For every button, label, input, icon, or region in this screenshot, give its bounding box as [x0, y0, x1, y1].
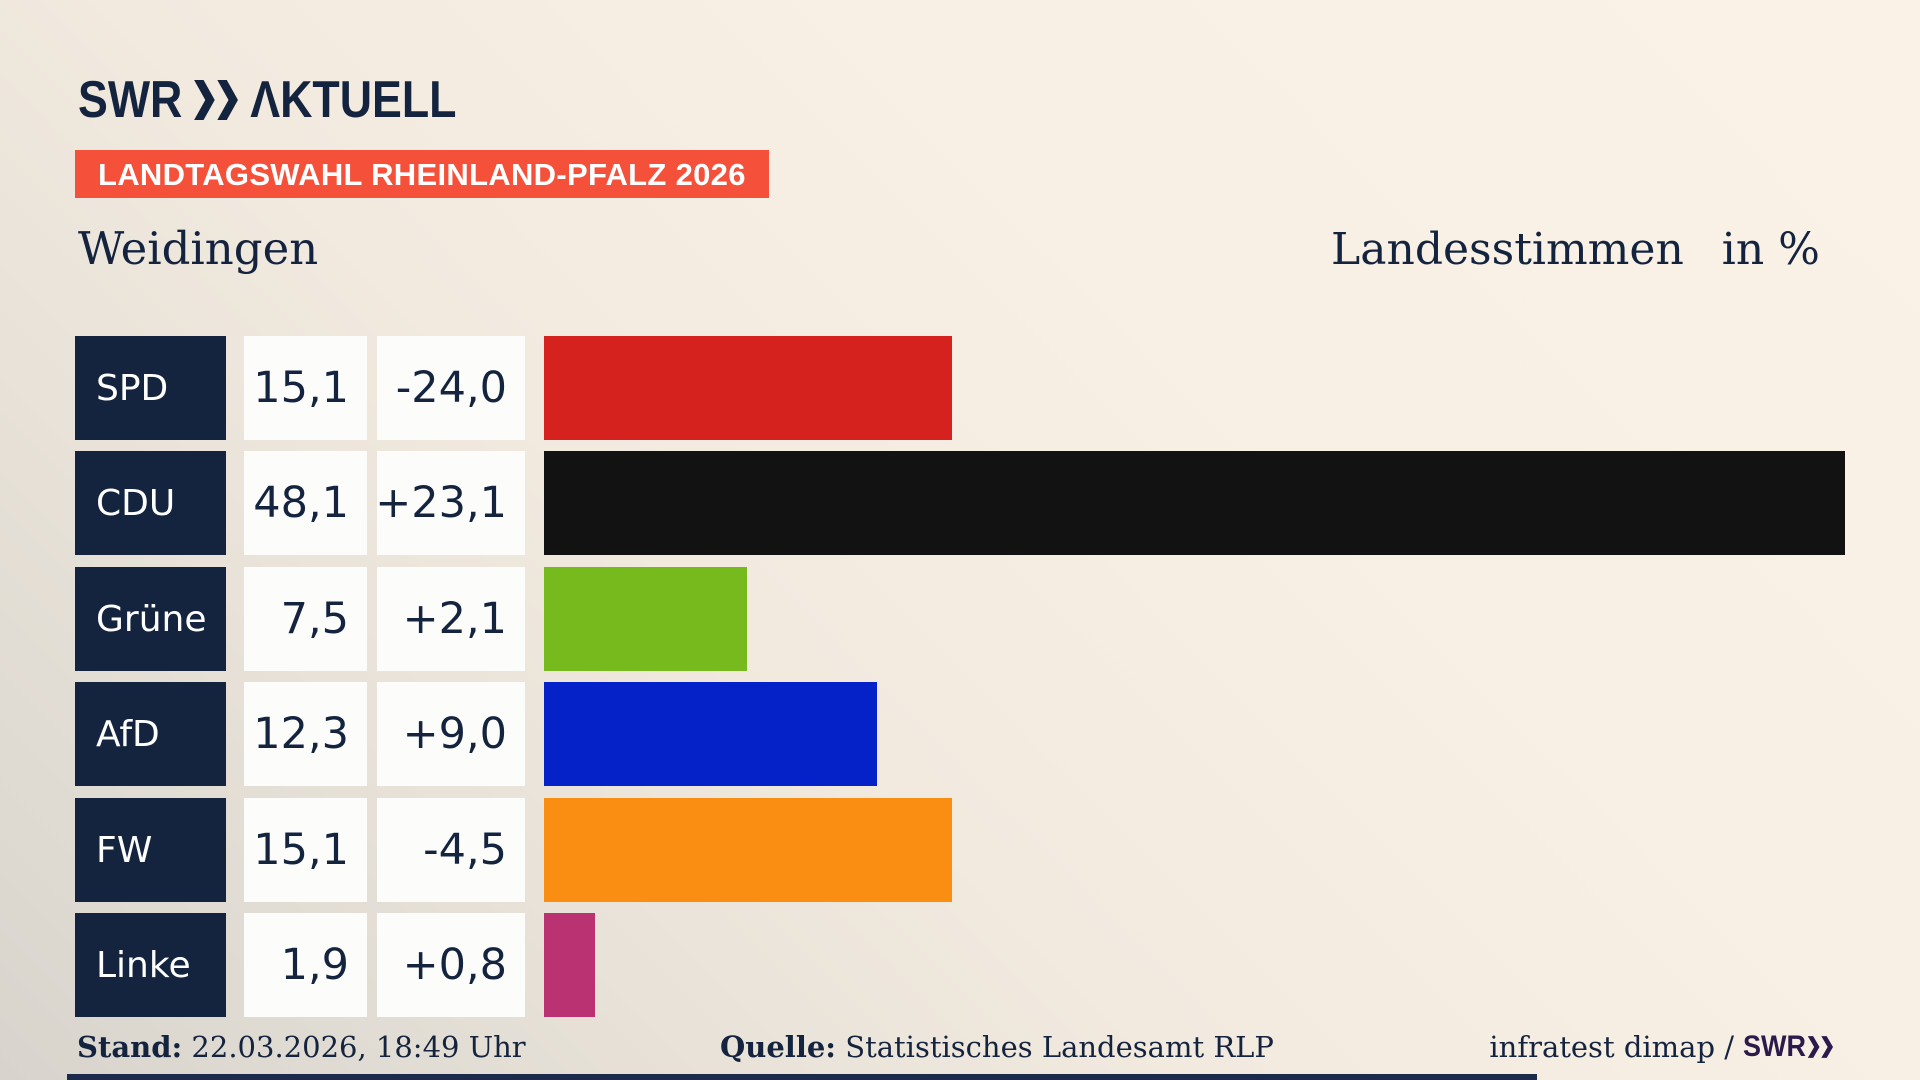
lower-third-edge — [67, 1074, 1537, 1080]
chevron-right-icon — [194, 80, 216, 120]
source-value: Statistisches Landesamt RLP — [845, 1030, 1274, 1064]
party-label: Grüne — [75, 567, 226, 671]
swr-footer-logo: SWR — [1743, 1030, 1833, 1064]
party-value: 15,1 — [244, 798, 367, 902]
party-value: 48,1 — [244, 451, 367, 555]
party-change: +9,0 — [377, 682, 525, 786]
municipality-title: Weidingen — [78, 222, 319, 275]
election-badge: LANDTAGSWAHL RHEINLAND-PFALZ 2026 — [75, 150, 769, 198]
unit-label: in % — [1721, 224, 1820, 275]
party-value: 1,9 — [244, 913, 367, 1017]
stand-value: 22.03.2026, 18:49 Uhr — [191, 1030, 526, 1064]
party-value: 7,5 — [244, 567, 367, 671]
party-bar — [544, 567, 747, 671]
party-bar — [544, 451, 1845, 555]
party-change: -24,0 — [377, 336, 525, 440]
party-row: SPD 15,1 -24,0 — [75, 336, 952, 440]
swr-aktuell-logo: SWR ΛKTUELL — [78, 70, 456, 130]
party-row: Grüne 7,5 +2,1 — [75, 567, 747, 671]
party-row: AfD 12,3 +9,0 — [75, 682, 877, 786]
chevron-right-icon — [1821, 1036, 1833, 1058]
logo-swr-text: SWR — [78, 71, 183, 129]
measure-label: Landesstimmen — [1331, 224, 1684, 275]
logo-aktuell-text: ΛKTUELL — [250, 71, 457, 129]
source-label: Quelle: — [720, 1030, 836, 1064]
party-label: Linke — [75, 913, 226, 1017]
party-row: FW 15,1 -4,5 — [75, 798, 952, 902]
logo-double-chevron-icon — [194, 80, 239, 120]
chevron-right-icon — [1807, 1036, 1820, 1058]
swr-footer-logo-text: SWR — [1743, 1030, 1806, 1063]
credit: infratest dimap / SWR — [1489, 1030, 1843, 1064]
party-change: -4,5 — [377, 798, 525, 902]
credit-text: infratest dimap / — [1489, 1030, 1734, 1064]
timestamp: Stand: 22.03.2026, 18:49 Uhr — [77, 1030, 526, 1064]
party-label: SPD — [75, 336, 226, 440]
party-change: +0,8 — [377, 913, 525, 1017]
chevron-right-icon — [217, 80, 239, 120]
stand-label: Stand: — [77, 1030, 183, 1064]
party-bar — [544, 913, 595, 1017]
party-label: CDU — [75, 451, 226, 555]
party-bar — [544, 682, 877, 786]
party-label: FW — [75, 798, 226, 902]
source: Quelle: Statistisches Landesamt RLP — [720, 1030, 1274, 1064]
party-bar — [544, 798, 952, 902]
party-bar — [544, 336, 952, 440]
measure-title: Landesstimmen in % — [1331, 224, 1820, 275]
party-value: 12,3 — [244, 682, 367, 786]
party-label: AfD — [75, 682, 226, 786]
party-change: +23,1 — [375, 451, 525, 555]
party-value: 15,1 — [244, 336, 367, 440]
party-change: +2,1 — [377, 567, 525, 671]
party-row: Linke 1,9 +0,8 — [75, 913, 595, 1017]
party-row: CDU 48,1 +23,1 — [75, 451, 1845, 555]
